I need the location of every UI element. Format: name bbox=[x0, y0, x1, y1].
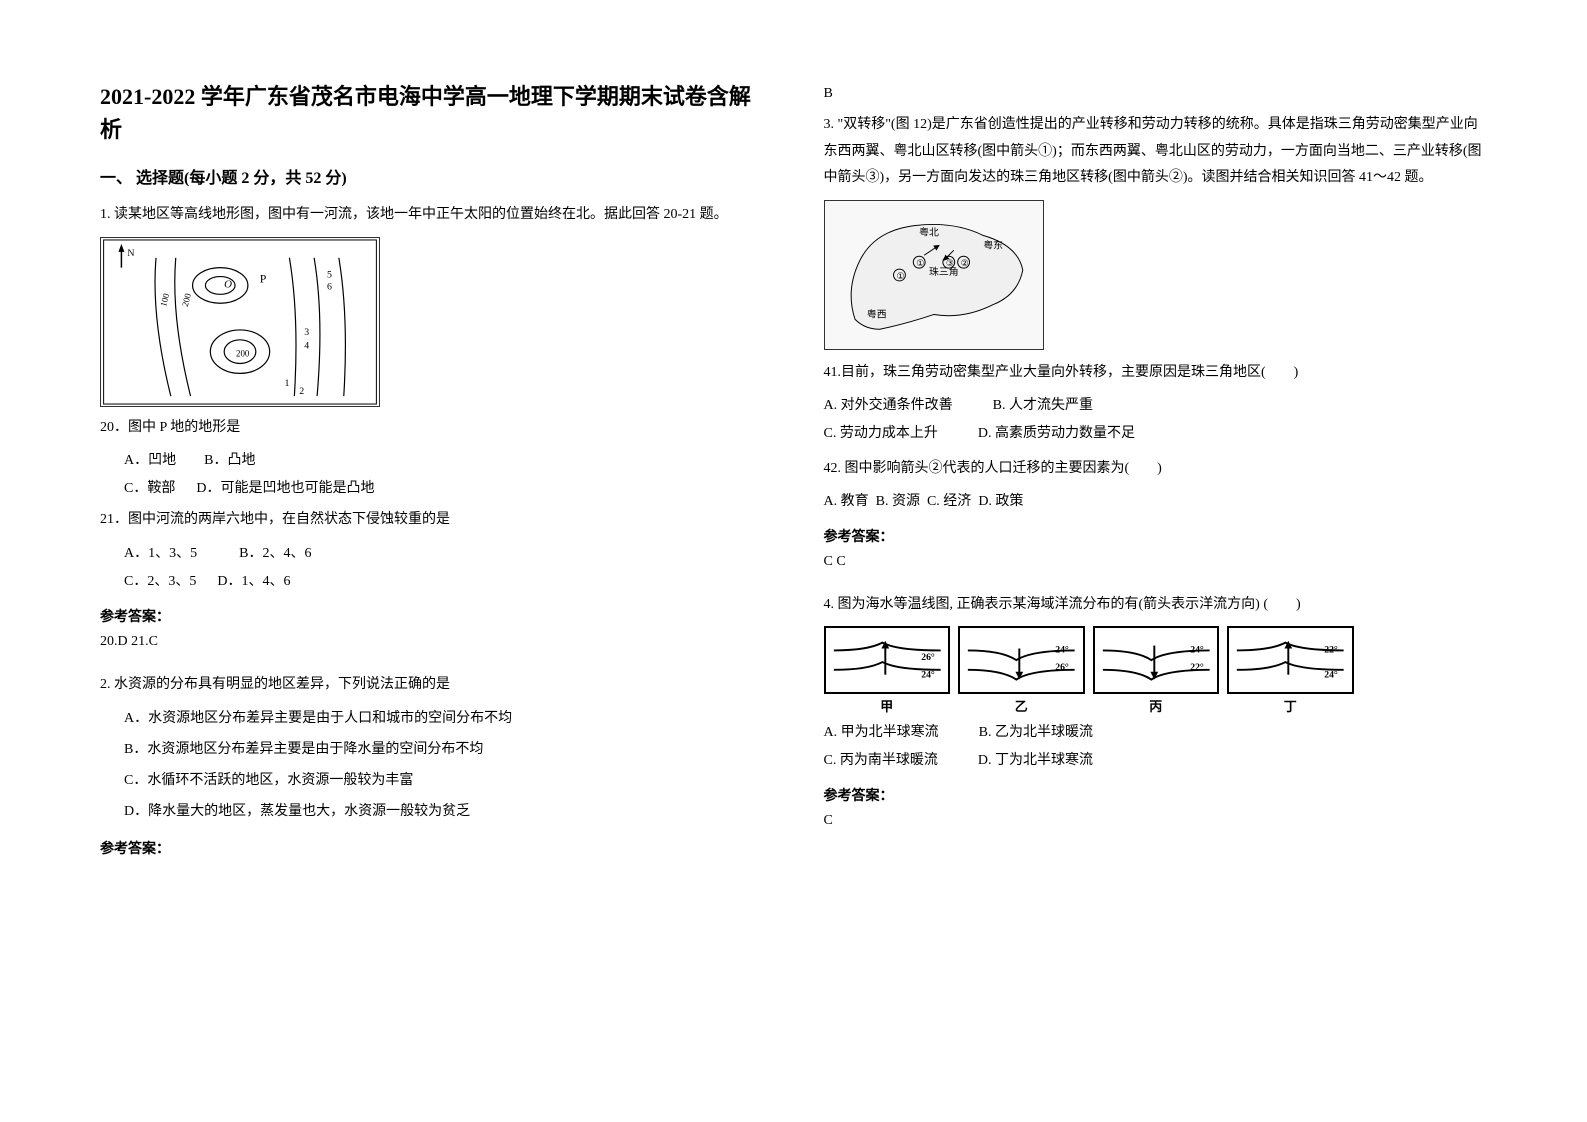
q1-20-d: D．可能是凹地也可能是凸地 bbox=[196, 481, 374, 496]
left-column: 2021-2022 学年广东省茂名市电海中学高一地理下学期期末试卷含解析 一、 … bbox=[100, 80, 764, 1082]
q2-text: 2. 水资源的分布具有明显的地区差异，下列说法正确的是 bbox=[100, 672, 764, 699]
q1-sub21-options: A．1、3、5 B．2、4、6 bbox=[100, 540, 764, 568]
svg-text:200: 200 bbox=[236, 348, 250, 358]
q2-b: B．水资源地区分布差异主要是由于降水量的空间分布不均 bbox=[100, 735, 764, 766]
q1-sub20-options2: C．鞍部 D．可能是凹地也可能是凸地 bbox=[100, 475, 764, 503]
svg-text:2: 2 bbox=[299, 386, 304, 397]
q1-20-c: C．鞍部 bbox=[124, 481, 175, 496]
q3-answer: C C bbox=[824, 554, 1488, 570]
chart-ding: 22° 24° 丁 bbox=[1227, 626, 1354, 711]
q2-d: D．降水量大的地区，蒸发量也大，水资源一般较为贫乏 bbox=[100, 797, 764, 828]
q3-41-d: D. 高素质劳动力数量不足 bbox=[978, 420, 1135, 448]
q3-41-c: C. 劳动力成本上升 bbox=[824, 420, 938, 448]
svg-text:1: 1 bbox=[284, 378, 289, 389]
chart-label-bing: 丙 bbox=[1093, 696, 1220, 715]
svg-text:3: 3 bbox=[304, 326, 309, 337]
q3-41-row1: A. 对外交通条件改善 B. 人才流失严重 bbox=[824, 392, 1488, 420]
q1-20-a: A．凹地 bbox=[124, 453, 176, 468]
q2-a: A．水资源地区分布差异主要是由于人口和城市的空间分布不均 bbox=[100, 704, 764, 735]
contour-map-figure: N P 100 200 200 5 6 3 4 bbox=[100, 237, 380, 407]
q4-row1: A. 甲为北半球寒流 B. 乙为北半球暖流 bbox=[824, 719, 1488, 747]
question-4: 4. 图为海水等温线图, 正确表示某海域洋流分布的有(箭头表示洋流方向) ( )… bbox=[824, 592, 1488, 840]
map-label-yuedong: 粤东 bbox=[983, 238, 1003, 251]
q4-d: D. 丁为北半球寒流 bbox=[978, 747, 1093, 775]
q3-41-a: A. 对外交通条件改善 bbox=[824, 392, 953, 420]
q3-answer-label: 参考答案： bbox=[824, 526, 1488, 546]
svg-text:③: ③ bbox=[945, 258, 953, 268]
svg-text:②: ② bbox=[960, 258, 968, 268]
svg-text:4: 4 bbox=[304, 340, 309, 351]
q1-sub21: 21．图中河流的两岸六地中，在自然状态下侵蚀较重的是 bbox=[100, 507, 764, 534]
svg-text:26°: 26° bbox=[1055, 662, 1069, 673]
q4-a: A. 甲为北半球寒流 bbox=[824, 719, 939, 747]
q3-42-c: C. 经济 bbox=[927, 494, 971, 509]
q1-21-c: C．2、3、5 bbox=[124, 574, 196, 589]
ocean-current-charts: 26° 24° 甲 24° 26° 乙 bbox=[824, 626, 1354, 711]
q2-answer-label: 参考答案： bbox=[100, 838, 764, 858]
q4-text: 4. 图为海水等温线图, 正确表示某海域洋流分布的有(箭头表示洋流方向) ( ) bbox=[824, 592, 1488, 619]
q1-sub20: 20．图中 P 地的地形是 bbox=[100, 415, 764, 442]
q3-41-row2: C. 劳动力成本上升 D. 高素质劳动力数量不足 bbox=[824, 420, 1488, 448]
chart-label-jia: 甲 bbox=[824, 696, 951, 715]
q4-b: B. 乙为北半球暖流 bbox=[979, 719, 1093, 747]
chart-label-yi: 乙 bbox=[958, 696, 1085, 715]
q1-21-a: A．1、3、5 bbox=[124, 546, 197, 561]
q1-20-b: B．凸地 bbox=[204, 453, 255, 468]
svg-text:O: O bbox=[224, 278, 232, 290]
q4-row2: C. 丙为南半球暖流 D. 丁为北半球寒流 bbox=[824, 747, 1488, 775]
map-label-yuexi: 粤西 bbox=[866, 307, 886, 320]
svg-text:5: 5 bbox=[327, 269, 332, 280]
guangdong-map-figure: 粤北 粤东 珠三角 粤西 ① ③ ② ① bbox=[824, 200, 1044, 350]
section-1-header: 一、 选择题(每小题 2 分，共 52 分) bbox=[100, 164, 764, 188]
svg-text:24°: 24° bbox=[1190, 645, 1204, 656]
chart-jia: 26° 24° 甲 bbox=[824, 626, 951, 711]
map-label-zhusanjiao: 珠三角 bbox=[929, 265, 959, 278]
svg-text:6: 6 bbox=[327, 281, 332, 292]
q3-sub41: 41.目前，珠三角劳动密集型产业大量向外转移，主要原因是珠三角地区( ) bbox=[824, 360, 1488, 387]
svg-text:24°: 24° bbox=[921, 670, 935, 681]
svg-text:24°: 24° bbox=[1324, 670, 1338, 681]
q2-answer: B bbox=[824, 86, 1488, 102]
q1-answer: 20.D 21.C bbox=[100, 634, 764, 650]
exam-title: 2021-2022 学年广东省茂名市电海中学高一地理下学期期末试卷含解析 bbox=[100, 80, 764, 146]
svg-text:①: ① bbox=[916, 258, 924, 268]
svg-text:①: ① bbox=[896, 271, 904, 281]
q1-21-b: B．2、4、6 bbox=[239, 546, 311, 561]
q3-42-options: A. 教育 B. 资源 C. 经济 D. 政策 bbox=[824, 489, 1488, 516]
question-3: 3. "双转移"(图 12)是广东省创造性提出的产业转移和劳动力转移的统称。具体… bbox=[824, 112, 1488, 580]
q3-42-d: D. 政策 bbox=[978, 494, 1023, 509]
q1-sub21-options2: C．2、3、5 D．1、4、6 bbox=[100, 568, 764, 596]
svg-text:22°: 22° bbox=[1190, 662, 1204, 673]
question-1: 1. 读某地区等高线地形图，图中有一河流，该地一年中正午太阳的位置始终在北。据此… bbox=[100, 202, 764, 660]
question-2: 2. 水资源的分布具有明显的地区差异，下列说法正确的是 A．水资源地区分布差异主… bbox=[100, 672, 764, 866]
q3-42-a: A. 教育 bbox=[824, 494, 869, 509]
map-label-yuebei: 粤北 bbox=[919, 225, 939, 238]
q1-sub20-options: A．凹地 B．凸地 bbox=[100, 447, 764, 475]
q2-c: C．水循环不活跃的地区，水资源一般较为丰富 bbox=[100, 766, 764, 797]
svg-text:P: P bbox=[260, 271, 267, 285]
q4-c: C. 丙为南半球暖流 bbox=[824, 747, 938, 775]
chart-label-ding: 丁 bbox=[1227, 696, 1354, 715]
chart-yi: 24° 26° 乙 bbox=[958, 626, 1085, 711]
right-column: B 3. "双转移"(图 12)是广东省创造性提出的产业转移和劳动力转移的统称。… bbox=[824, 80, 1488, 1082]
chart-bing: 24° 22° 丙 bbox=[1093, 626, 1220, 711]
svg-text:N: N bbox=[127, 247, 134, 258]
q4-answer-label: 参考答案： bbox=[824, 785, 1488, 805]
q4-answer: C bbox=[824, 813, 1488, 829]
svg-text:22°: 22° bbox=[1324, 645, 1338, 656]
svg-text:24°: 24° bbox=[1055, 645, 1069, 656]
q1-21-d: D．1、4、6 bbox=[217, 574, 290, 589]
q1-answer-label: 参考答案： bbox=[100, 606, 764, 626]
q3-sub42: 42. 图中影响箭头②代表的人口迁移的主要因素为( ) bbox=[824, 456, 1488, 483]
q3-intro: 3. "双转移"(图 12)是广东省创造性提出的产业转移和劳动力转移的统称。具体… bbox=[824, 112, 1488, 192]
svg-text:26°: 26° bbox=[921, 652, 935, 663]
q3-42-b: B. 资源 bbox=[876, 494, 920, 509]
q3-41-b: B. 人才流失严重 bbox=[993, 392, 1093, 420]
q1-intro: 1. 读某地区等高线地形图，图中有一河流，该地一年中正午太阳的位置始终在北。据此… bbox=[100, 202, 764, 229]
